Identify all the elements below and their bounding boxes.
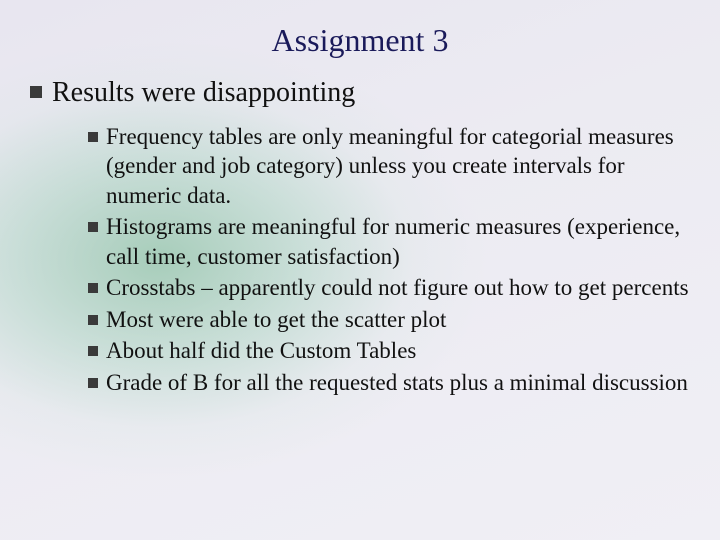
level2-text: Grade of B for all the requested stats p… xyxy=(106,368,690,397)
square-bullet-icon xyxy=(88,315,98,325)
square-bullet-icon xyxy=(88,222,98,232)
slide-title: Assignment 3 xyxy=(0,0,720,69)
level2-text: Histograms are meaningful for numeric me… xyxy=(106,212,690,271)
list-item: Grade of B for all the requested stats p… xyxy=(88,368,690,397)
level2-text: Frequency tables are only meaningful for… xyxy=(106,122,690,210)
list-item: Results were disappointing xyxy=(30,75,720,110)
square-bullet-icon xyxy=(30,86,42,98)
level2-text: About half did the Custom Tables xyxy=(106,336,690,365)
square-bullet-icon xyxy=(88,283,98,293)
list-item: About half did the Custom Tables xyxy=(88,336,690,365)
level1-text: Results were disappointing xyxy=(52,75,720,110)
level2-text: Crosstabs – apparently could not figure … xyxy=(106,273,690,302)
level2-text: Most were able to get the scatter plot xyxy=(106,305,690,334)
square-bullet-icon xyxy=(88,378,98,388)
list-item: Frequency tables are only meaningful for… xyxy=(88,122,690,210)
list-item: Crosstabs – apparently could not figure … xyxy=(88,273,690,302)
level1-list: Results were disappointing xyxy=(30,75,720,110)
square-bullet-icon xyxy=(88,346,98,356)
square-bullet-icon xyxy=(88,132,98,142)
level2-list: Frequency tables are only meaningful for… xyxy=(88,122,720,397)
slide: Assignment 3 Results were disappointing … xyxy=(0,0,720,540)
list-item: Histograms are meaningful for numeric me… xyxy=(88,212,690,271)
list-item: Most were able to get the scatter plot xyxy=(88,305,690,334)
